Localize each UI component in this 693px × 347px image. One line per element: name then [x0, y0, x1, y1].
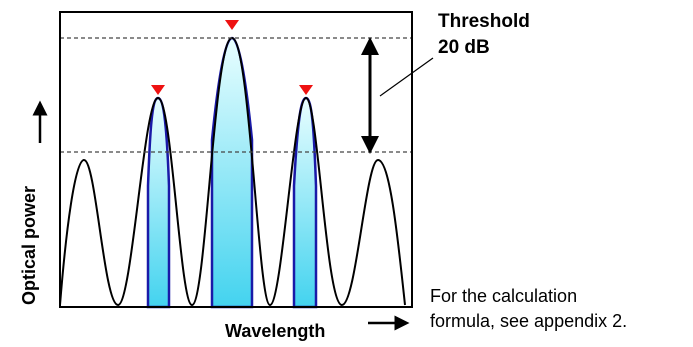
red-triangle-marker-icon	[151, 85, 165, 95]
threshold-title: Threshold	[438, 11, 530, 32]
peak-fill-center	[210, 36, 254, 309]
x-axis-label: Wavelength	[225, 321, 325, 341]
red-triangle-marker-icon	[299, 85, 313, 95]
peak-markers	[151, 20, 313, 95]
note-line-2: formula, see appendix 2.	[430, 311, 627, 331]
plot-frame	[59, 11, 413, 308]
red-triangle-marker-icon	[225, 20, 239, 30]
peak-fill-left	[146, 96, 171, 309]
threshold-value: 20 dB	[438, 37, 490, 58]
threshold-leader-line	[379, 57, 434, 97]
note-line-1: For the calculation	[430, 286, 577, 306]
y-axis-label: Optical power	[19, 186, 39, 305]
